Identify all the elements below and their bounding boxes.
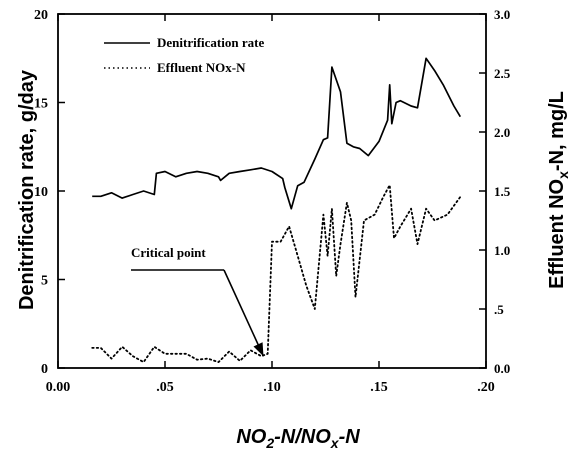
x-tick-label: .15 — [370, 380, 388, 395]
y-axis-right-title: Effluent NOx-N, mg/L — [546, 91, 571, 289]
annotation-arrow — [223, 269, 265, 357]
y-left-tick-label: 0 — [41, 362, 48, 377]
y-left-tick-label: 20 — [34, 8, 48, 23]
legend-label-denitrification-rate: Denitrification rate — [157, 35, 264, 50]
y-right-tick-label: .5 — [494, 302, 504, 317]
x-axis-title: NO2-N/NOx-N — [236, 426, 360, 451]
x-tick-label: .20 — [477, 380, 495, 395]
y-right-tick-label: 2.5 — [494, 66, 511, 81]
plot-frame — [57, 13, 487, 369]
y-right-tick-label: 3.0 — [494, 7, 510, 22]
axis-ticks: 0.00 .05 .10 .15 .20 0 5 10 15 20 0.0 .5 1.0 1.5 2.0 2.… — [34, 7, 511, 395]
legend: Denitrification rate Effluent NOx-N — [104, 35, 264, 75]
x-tick-label: 0.00 — [46, 380, 71, 395]
annotation-label: Critical point — [131, 245, 206, 260]
series-line-effluent-nox-n — [91, 184, 462, 364]
y-left-tick-label: 10 — [34, 185, 48, 200]
y-axis-left-title: Denitrification rate, g/day — [16, 69, 38, 310]
y-right-tick-label: 2.0 — [494, 125, 510, 140]
annotation-arrowhead — [253, 342, 264, 357]
y-right-tick-label: 1.5 — [494, 184, 511, 199]
series-layer — [91, 57, 462, 364]
critical-point-annotation: Critical point — [131, 245, 265, 357]
plot-area — [57, 13, 487, 369]
legend-label-effluent-noxn: Effluent NOx-N — [157, 60, 246, 75]
x-tick-label: .05 — [156, 380, 174, 395]
y-left-tick-label: 15 — [34, 97, 48, 112]
y-left-tick-label: 5 — [41, 274, 48, 289]
y-right-tick-label: 1.0 — [494, 243, 510, 258]
series-line-denitrification-rate — [92, 57, 462, 210]
x-tick-label: .10 — [263, 380, 281, 395]
y-right-tick-label: 0.0 — [494, 361, 510, 376]
